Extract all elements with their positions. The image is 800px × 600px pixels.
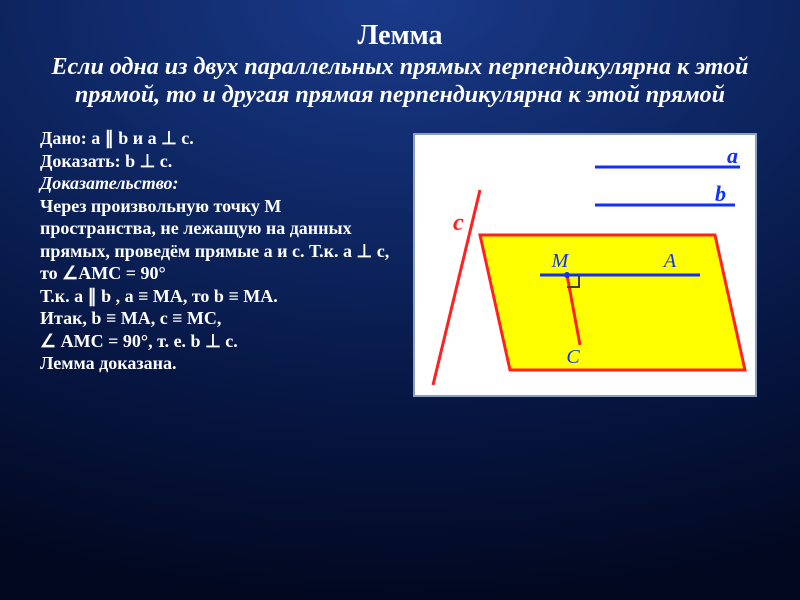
lemma-statement: Если одна из двух параллельных прямых пе… xyxy=(40,54,760,109)
svg-text:c: c xyxy=(453,210,464,236)
svg-text:А: А xyxy=(662,250,677,272)
figure-svg: ab c М А С xyxy=(415,135,755,395)
given-line: Дано: a ∥ b и a ⊥ c. xyxy=(40,127,400,150)
svg-text:М: М xyxy=(551,250,570,272)
proof-column: Дано: a ∥ b и a ⊥ c. Доказать: b ⊥ c. До… xyxy=(40,127,400,580)
proof-p1: Через произвольную точку М пространства,… xyxy=(40,195,400,285)
title-block: Лемма Если одна из двух параллельных пря… xyxy=(40,20,760,109)
lemma-title: Лемма xyxy=(40,20,760,52)
svg-text:b: b xyxy=(715,181,726,206)
toprove-line: Доказать: b ⊥ c. xyxy=(40,150,400,173)
proof-p2: Т.к. a ∥ b , a ≡ МА, то b ≡ МА. xyxy=(40,285,400,308)
proof-qed: Лемма доказана. xyxy=(40,352,400,375)
proof-label: Доказательство: xyxy=(40,172,400,195)
proof-p3: Итак, b ≡ МА, c ≡ МС, xyxy=(40,307,400,330)
proof-p4: ∠ АМС = 90°, т. е. b ⊥ c. xyxy=(40,330,400,353)
figure-box: ab c М А С xyxy=(413,133,757,397)
svg-text:С: С xyxy=(566,346,580,368)
figure-column: ab c М А С xyxy=(410,127,760,580)
slide: Лемма Если одна из двух параллельных пря… xyxy=(0,0,800,600)
svg-text:a: a xyxy=(727,143,738,168)
content-row: Дано: a ∥ b и a ⊥ c. Доказать: b ⊥ c. До… xyxy=(40,127,760,580)
